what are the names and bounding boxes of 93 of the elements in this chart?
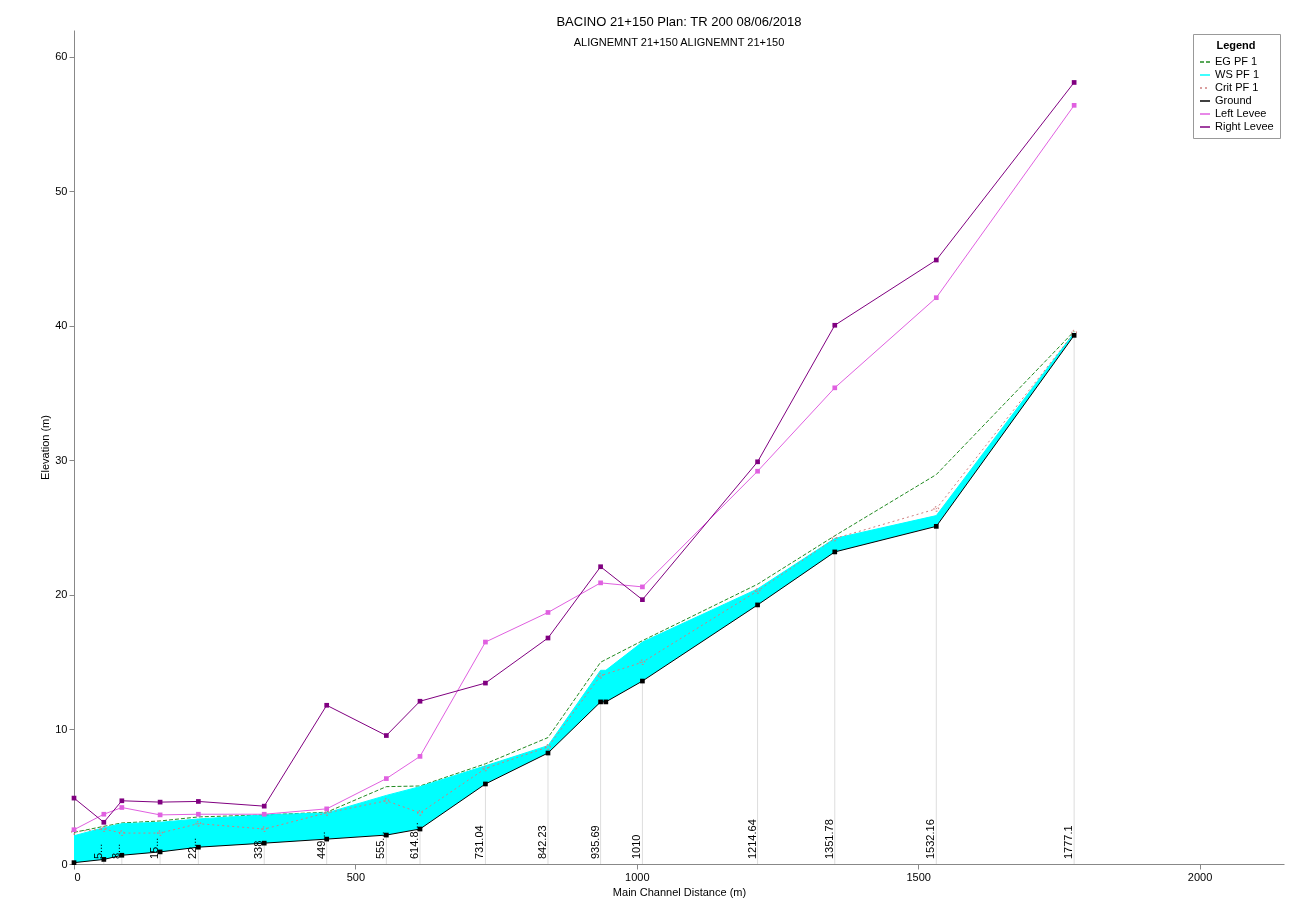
point [195, 820, 202, 827]
y-tick-label: 0 [61, 857, 68, 870]
point [640, 678, 645, 684]
point [119, 805, 125, 810]
point [755, 459, 760, 465]
point [261, 811, 267, 817]
point [933, 506, 940, 512]
point [639, 659, 646, 666]
annotation: 731.04 [473, 825, 486, 859]
annotation: 1777.1 [1062, 825, 1075, 859]
annotation: 842.23 [536, 825, 548, 859]
annotation: 8... [109, 843, 122, 859]
x-tick-label: 2000 [1187, 870, 1213, 883]
annotation: 338 [252, 840, 265, 859]
point [1071, 333, 1077, 338]
point [101, 819, 107, 825]
point [598, 580, 603, 586]
point [1071, 80, 1077, 85]
annotation: 555... [374, 831, 387, 859]
text: ALIGNEMNT 21+150 ALIGNEMNT 21+150 [573, 36, 785, 48]
y-tick-label: 20 [55, 588, 68, 601]
point [832, 549, 838, 555]
point [755, 468, 760, 474]
point [384, 733, 389, 738]
point [196, 799, 201, 804]
point [545, 610, 551, 615]
legend-label: Left Levee [1215, 107, 1267, 119]
point [417, 810, 423, 816]
point [754, 588, 761, 594]
point [832, 385, 838, 391]
legend-label: Right Levee [1215, 120, 1274, 132]
legend-label: Ground [1215, 94, 1252, 106]
point [417, 754, 423, 759]
annotation: 5... [91, 843, 104, 859]
legend-label: Crit PF 1 [1215, 81, 1259, 93]
point [324, 702, 330, 708]
annotation: 1010 [630, 834, 643, 859]
point [545, 744, 551, 750]
x-axis-title: Main Channel Distance (m) [612, 885, 747, 898]
point [261, 803, 267, 809]
y-tick-label: 30 [55, 453, 68, 466]
annotation: 614.8... [408, 822, 420, 859]
annotation: 1532.16 [924, 819, 937, 859]
y-tick-label: 50 [55, 184, 68, 197]
y-tick-label: 10 [55, 722, 68, 735]
point [598, 564, 603, 570]
point [384, 832, 389, 838]
annotation: 935.69 [588, 825, 601, 859]
x-tick-label: 1000 [625, 870, 650, 883]
point [417, 698, 423, 704]
point [119, 798, 125, 804]
point [261, 826, 268, 832]
point [483, 781, 488, 787]
y-axis-title: Elevation (m) [39, 415, 52, 480]
y-tick-label: 60 [55, 50, 68, 63]
chart-title: BACINO 21+150 Plan: TR 200 08/06/2018 [556, 14, 802, 29]
point [933, 257, 939, 263]
point [101, 811, 107, 817]
point [598, 699, 603, 705]
legend-label: EG PF 1 [1215, 55, 1258, 67]
legend-label: WS PF 1 [1215, 68, 1260, 80]
annotation: 15... [148, 837, 161, 859]
point [832, 322, 838, 328]
point [933, 524, 939, 529]
annotation: 1351.78 [822, 819, 835, 859]
point [640, 597, 645, 603]
annotation: 1214.64 [745, 819, 758, 859]
point [755, 602, 760, 608]
point [933, 295, 939, 301]
y-tick-label: 40 [55, 319, 68, 332]
point [483, 680, 488, 686]
point [324, 806, 330, 812]
point [196, 844, 201, 850]
annotation: 22... [186, 837, 199, 859]
point [597, 672, 604, 679]
x-tick-label: 500 [346, 870, 366, 883]
x-tick-label: 1500 [906, 870, 931, 883]
point [482, 765, 489, 772]
point [1071, 102, 1077, 108]
point [383, 797, 390, 804]
point [640, 584, 645, 590]
point [831, 535, 838, 542]
point [118, 830, 125, 836]
point [483, 639, 488, 645]
point [603, 699, 609, 705]
point [323, 810, 330, 816]
point [157, 830, 163, 836]
legend-title: Legend [1216, 39, 1256, 51]
annotation: 449... [314, 831, 327, 859]
point [384, 776, 389, 781]
point [100, 826, 107, 832]
x-tick-label: 0 [74, 870, 81, 883]
point [196, 811, 201, 817]
